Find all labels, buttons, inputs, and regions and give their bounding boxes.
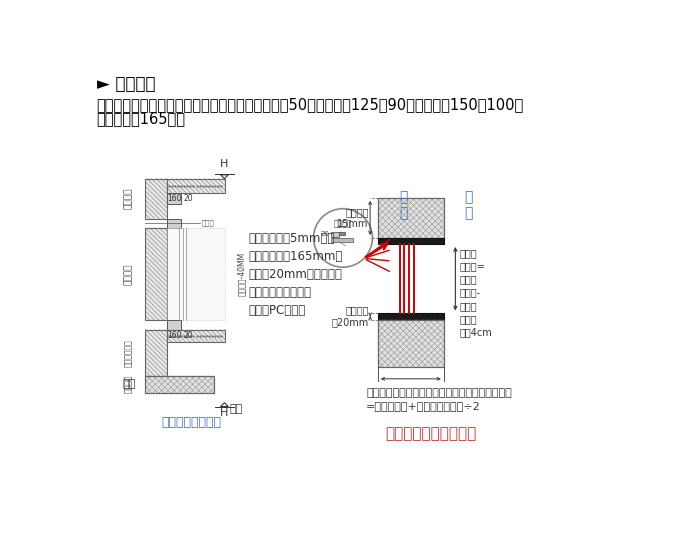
Text: 20: 20: [320, 231, 329, 237]
Polygon shape: [221, 175, 228, 178]
Bar: [332, 238, 353, 242]
Text: ► 解决措施: ► 解决措施: [96, 75, 155, 93]
Text: 结构留洞-40MM: 结构留洞-40MM: [237, 252, 246, 296]
Text: 企口内
侧净高=
设计洞
口高度-
上下企
口合计
高度4cm: 企口内 侧净高= 设计洞 口高度- 上下企 口合计 高度4cm: [459, 248, 492, 337]
Text: 160: 160: [167, 331, 181, 340]
Bar: [339, 232, 346, 235]
Bar: [145, 228, 167, 320]
Text: 窗台凸槽: 窗台凸槽: [334, 219, 352, 229]
Text: 结构架层: 结构架层: [124, 188, 133, 210]
Text: H: H: [221, 160, 229, 169]
Text: 结构留洞: 结构留洞: [124, 264, 133, 285]
Text: 室
外: 室 外: [399, 190, 408, 220]
Text: 防火窗企口深刖图: 防火窗企口深刖图: [162, 416, 222, 429]
Text: 泡水线: 泡水线: [201, 219, 214, 226]
Bar: [167, 219, 181, 228]
Circle shape: [313, 209, 373, 267]
Bar: [167, 228, 225, 320]
Text: 室外: 室外: [123, 379, 136, 389]
Bar: [378, 313, 444, 320]
Text: H: H: [221, 408, 229, 418]
Bar: [378, 198, 444, 238]
Bar: [167, 329, 225, 342]
Bar: [167, 320, 181, 329]
Text: 20: 20: [184, 331, 193, 340]
Bar: [167, 192, 181, 204]
Text: 窗下反坡: 窗下反坡: [124, 375, 133, 393]
Text: 压槽宽度包含5mm易拆
斜边总宽度为165mm，
厅度为20mm（此种宽压
槽模板可内贴可内贴
铝板或PC板）。: 压槽宽度包含5mm易拆 斜边总宽度为165mm， 厅度为20mm（此种宽压 槽模…: [248, 232, 343, 316]
Bar: [167, 178, 225, 192]
Polygon shape: [221, 403, 228, 406]
Bar: [378, 198, 444, 238]
Text: =（墙体厉度+铝窗型材宽度）÷2: =（墙体厉度+铝窗型材宽度）÷2: [366, 401, 481, 411]
Bar: [145, 376, 214, 393]
Text: 室
内: 室 内: [464, 190, 473, 220]
Bar: [378, 320, 444, 367]
Bar: [378, 238, 444, 244]
Text: 企口高度
缙20mm: 企口高度 缙20mm: [332, 305, 369, 328]
Text: 室外（砖墙）: 室外（砖墙）: [124, 339, 133, 367]
Bar: [145, 178, 167, 219]
Text: 160: 160: [167, 194, 181, 203]
Text: 火窗企口宽165）。: 火窗企口宽165）。: [96, 111, 186, 126]
Bar: [332, 232, 339, 237]
Bar: [145, 376, 214, 393]
Text: 20: 20: [184, 194, 193, 203]
Text: 窗洞口周边窗企口宽度（居中安装、从外侧算起）: 窗洞口周边窗企口宽度（居中安装、从外侧算起）: [366, 388, 512, 398]
Bar: [378, 320, 444, 367]
Text: 室内: 室内: [229, 404, 242, 414]
Text: 严格按照要求进行深刖: 严格按照要求进行深刖: [385, 426, 477, 441]
Text: 塔基高度
15mm: 塔基高度 15mm: [337, 207, 369, 229]
Bar: [145, 329, 167, 376]
Text: 在深化时针对不同型材厂度设置不同的企口宽度（50型材企口宽125；90型材企口宽150；100防: 在深化时针对不同型材厂度设置不同的企口宽度（50型材企口宽125；90型材企口宽…: [96, 97, 524, 112]
